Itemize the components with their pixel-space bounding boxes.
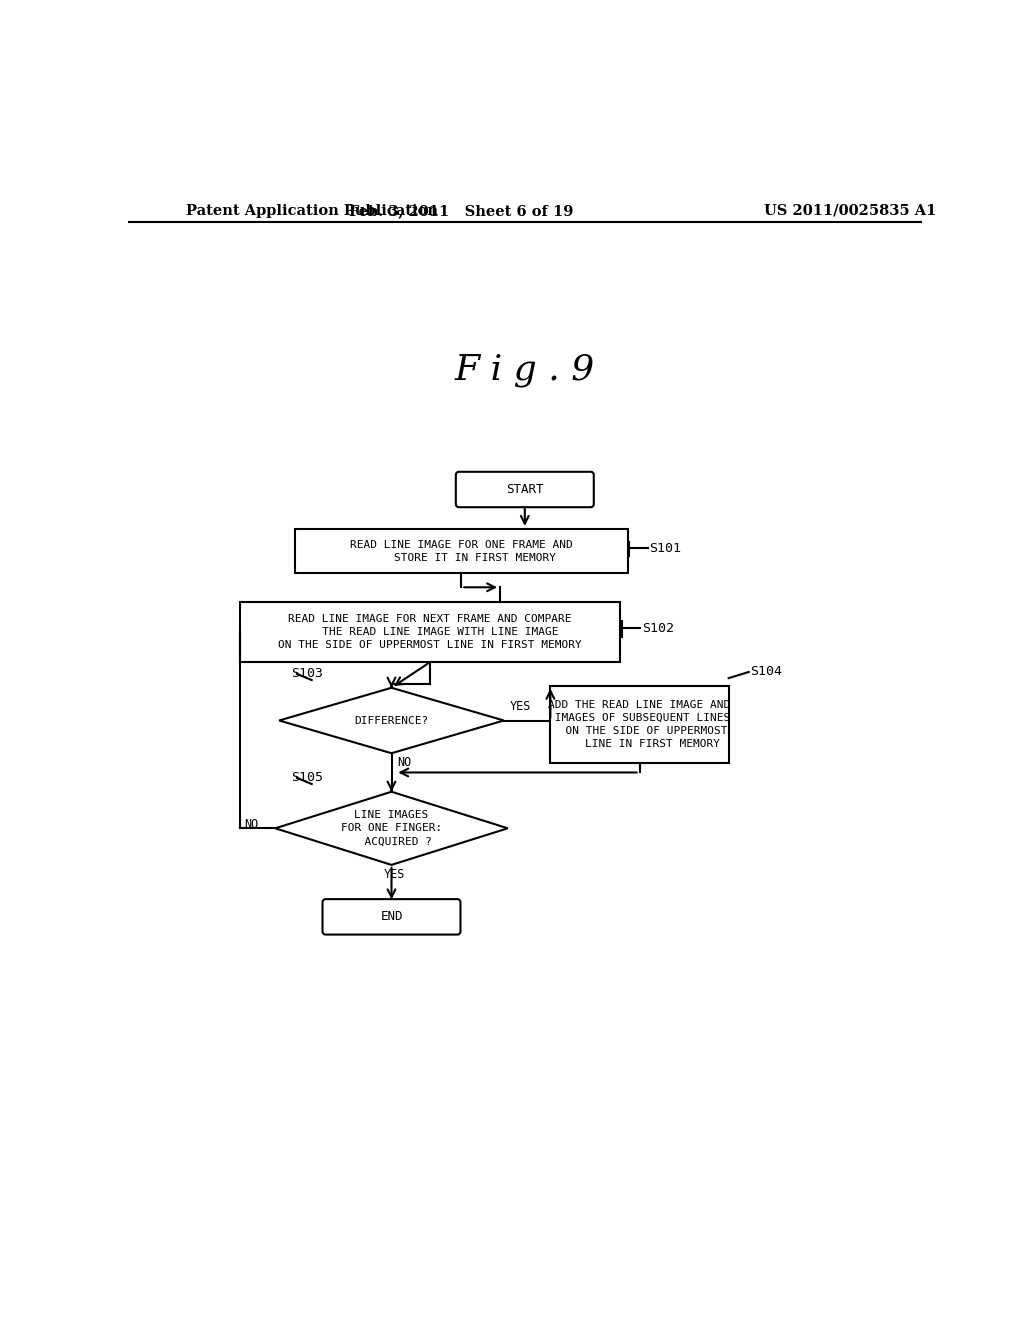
Text: S105: S105 <box>291 771 323 784</box>
Bar <box>295 529 628 573</box>
Polygon shape <box>280 688 504 754</box>
Text: READ LINE IMAGE FOR NEXT FRAME AND COMPARE
   THE READ LINE IMAGE WITH LINE IMAG: READ LINE IMAGE FOR NEXT FRAME AND COMPA… <box>279 614 582 651</box>
Text: END: END <box>380 911 402 924</box>
Text: Patent Application Publication: Patent Application Publication <box>186 203 438 218</box>
Bar <box>550 686 729 763</box>
Text: S104: S104 <box>751 665 782 678</box>
Text: S102: S102 <box>642 622 674 635</box>
FancyBboxPatch shape <box>456 471 594 507</box>
Text: NO: NO <box>245 818 258 832</box>
FancyBboxPatch shape <box>323 899 461 935</box>
Polygon shape <box>275 792 508 865</box>
Text: Feb. 3, 2011   Sheet 6 of 19: Feb. 3, 2011 Sheet 6 of 19 <box>349 203 573 218</box>
Text: F i g . 9: F i g . 9 <box>455 354 595 387</box>
Text: START: START <box>506 483 544 496</box>
Text: US 2011/0025835 A1: US 2011/0025835 A1 <box>764 203 936 218</box>
Text: NO: NO <box>397 756 412 770</box>
Text: YES: YES <box>384 867 406 880</box>
Text: S101: S101 <box>649 541 682 554</box>
Text: DIFFERENCE?: DIFFERENCE? <box>354 715 429 726</box>
Text: READ LINE IMAGE FOR ONE FRAME AND
    STORE IT IN FIRST MEMORY: READ LINE IMAGE FOR ONE FRAME AND STORE … <box>350 540 572 562</box>
Text: LINE IMAGES
FOR ONE FINGER:
  ACQUIRED ?: LINE IMAGES FOR ONE FINGER: ACQUIRED ? <box>341 810 442 846</box>
Text: ADD THE READ LINE IMAGE AND
 IMAGES OF SUBSEQUENT LINES
  ON THE SIDE OF UPPERMO: ADD THE READ LINE IMAGE AND IMAGES OF SU… <box>549 700 731 750</box>
Bar <box>241 602 621 663</box>
Text: S103: S103 <box>291 668 323 680</box>
Text: YES: YES <box>510 700 531 713</box>
